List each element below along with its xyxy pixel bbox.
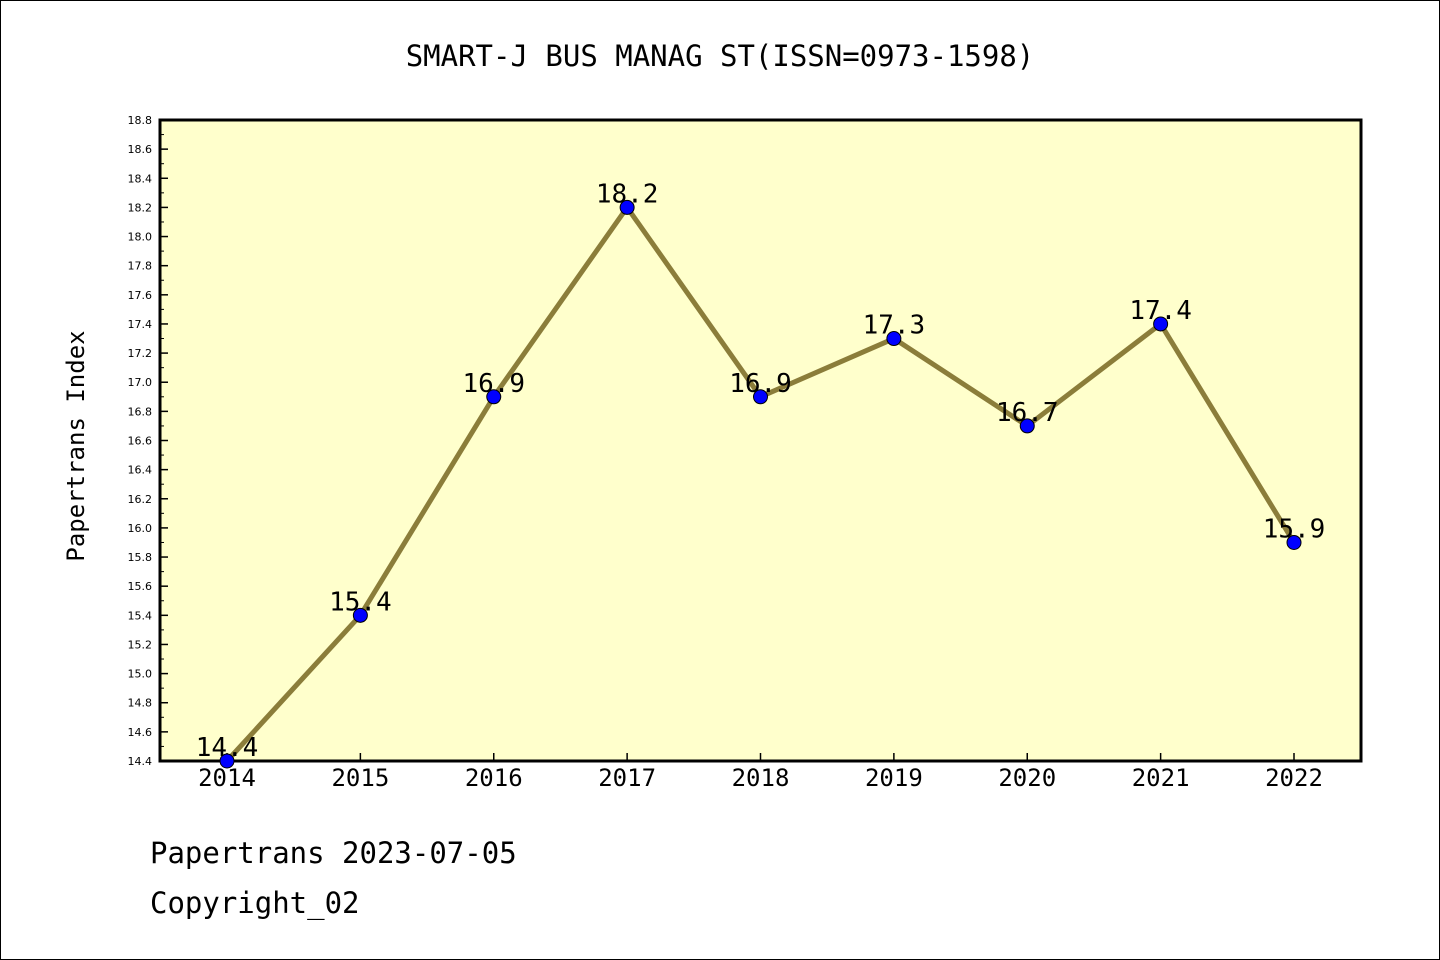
data-label: 15.9 [1263,514,1326,544]
y-tick-label: 15.4 [128,609,153,622]
y-axis-label: Papertrans Index [62,330,90,561]
x-tick-label: 2020 [998,764,1056,792]
data-label: 17.4 [1129,296,1192,326]
x-tick-label: 2021 [1132,764,1190,792]
y-tick-label: 15.8 [128,551,153,564]
x-tick-label: 2016 [465,764,523,792]
x-axis: 2014 2015 2016 2017 2018 2019 2020 2021 2022 [198,753,1323,792]
data-label: 16.7 [996,398,1059,428]
data-label: 15.4 [329,587,392,617]
y-tick-label: 14.8 [128,697,153,710]
data-point [753,389,768,405]
data-label: 16.9 [729,369,792,399]
x-tick-label: 2022 [1265,764,1323,792]
y-tick-label: 18.6 [128,143,153,156]
y-tick-label: 18.8 [128,114,153,127]
y-tick-label: 16.4 [128,464,153,477]
data-label: 16.9 [462,369,525,399]
y-tick-label: 17.4 [128,318,153,331]
data-label: 14.4 [196,733,259,763]
y-tick-label: 17.6 [128,289,153,302]
y-tick-label: 18.2 [128,201,153,214]
x-tick-label: 2015 [331,764,389,792]
y-tick-label: 15.2 [128,638,153,651]
y-tick-label: 17.2 [128,347,153,360]
y-tick-label: 16.6 [128,435,153,448]
y-tick-label: 14.4 [128,755,153,768]
data-label: 18.2 [596,179,659,209]
data-labels: 14.4 15.4 16.9 18.2 16.9 17.3 16.7 17.4 15.9 [196,179,1326,763]
data-point [1153,316,1169,332]
y-tick-label: 16.2 [128,493,153,506]
y-tick-label: 15.0 [128,668,153,681]
x-tick-label: 2019 [865,764,923,792]
series-markers [219,199,1302,769]
data-point [352,607,368,623]
y-tick-label: 17.8 [128,260,153,273]
data-point [1286,534,1302,550]
data-point [486,389,502,405]
y-tick-label: 15.6 [128,580,153,593]
y-tick-label: 14.6 [128,726,153,739]
x-tick-label: 2018 [732,764,790,792]
footer-copyright: Copyright_02 [150,886,360,920]
data-label: 17.3 [863,311,926,341]
data-point [886,331,902,347]
data-point [1019,418,1035,434]
data-point [619,199,635,215]
footer-date: Papertrans 2023-07-05 [150,836,517,870]
x-tick-label: 2014 [198,764,256,792]
y-tick-label: 18.0 [128,231,153,244]
chart-title: SMART-J BUS MANAG ST(ISSN=0973-1598) [406,39,1035,73]
plot-area [158,118,1363,763]
y-axis: 14.4 14.6 14.8 15.0 15.2 15.4 15.6 15.8 16.0 16.2… [128,114,168,768]
x-tick-label: 2017 [598,764,656,792]
y-tick-label: 16.8 [128,405,153,418]
y-tick-label: 17.0 [128,376,153,389]
data-point [219,753,235,769]
y-tick-label: 16.0 [128,522,153,535]
y-tick-label: 18.4 [128,172,153,185]
